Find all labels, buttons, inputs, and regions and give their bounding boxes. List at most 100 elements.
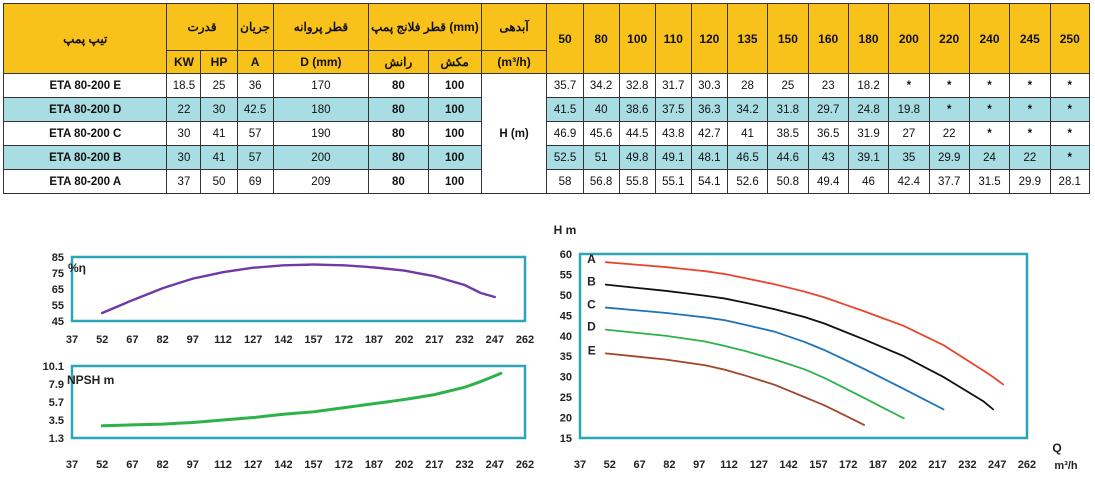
head-cell: 38.5: [767, 121, 809, 146]
head-cell: 31.7: [654, 73, 692, 98]
head-cell: 29.9: [928, 145, 970, 170]
x-tick-label: 52: [96, 459, 108, 471]
head-cell: 22: [1009, 145, 1051, 170]
head-cell: 29.9: [1009, 169, 1051, 194]
series-label: E: [588, 343, 596, 357]
model-cell: ETA 80-200 B: [2, 145, 168, 170]
x-tick-label: 202: [395, 459, 413, 471]
head-cell: *: [1049, 121, 1090, 146]
x-tick-label: 97: [187, 334, 199, 346]
x-tick-label: 127: [244, 459, 262, 471]
discharge-cell: 80: [368, 97, 429, 122]
head-cell: *: [1049, 73, 1090, 98]
x-tick-label: 172: [335, 459, 353, 471]
series-line-B: [604, 283, 995, 411]
head-label: H (m): [480, 73, 548, 194]
head-cell: 31.9: [847, 121, 890, 146]
impeller-cell: 209: [272, 169, 370, 194]
x-tick-label: 202: [899, 459, 917, 471]
series-line-s0: [101, 263, 496, 315]
y-tick-label: 50: [560, 290, 572, 302]
head-cell: 34.2: [726, 97, 769, 122]
y-tick-label: 55: [560, 269, 572, 281]
series-label: B: [587, 275, 596, 289]
header-flow-point: 120: [690, 3, 728, 74]
head-cell: 42.4: [888, 169, 930, 194]
kw-cell: 37: [166, 169, 202, 194]
current-cell: 57: [236, 145, 274, 170]
current-cell: 69: [236, 169, 274, 194]
x-tick-label: 127: [244, 334, 262, 346]
plot-frame: [70, 255, 527, 323]
x-tick-label: 157: [809, 459, 827, 471]
hp-cell: 41: [200, 145, 238, 170]
discharge-cell: 80: [368, 169, 429, 194]
head-cell: 32.8: [618, 73, 656, 98]
y-tick-label: 35: [560, 351, 572, 363]
head-cell: *: [1009, 121, 1051, 146]
head-cell: 46.5: [726, 145, 769, 170]
y-tick-label: 55: [52, 300, 64, 312]
x-tick-label: 217: [928, 459, 946, 471]
x-tick-label: 67: [126, 334, 138, 346]
impeller-cell: 190: [272, 121, 370, 146]
series-line-C: [604, 306, 945, 411]
suction-cell: 100: [427, 97, 482, 122]
header-flow-point: 50: [546, 3, 584, 74]
x-tick-label: 67: [633, 459, 645, 471]
series-line-A: [604, 261, 1005, 386]
x-tick-label: 142: [779, 459, 797, 471]
head-axis-label: H m: [554, 223, 577, 237]
header-dmm: D (mm): [272, 50, 370, 74]
y-tick-label: 10.1: [43, 361, 64, 373]
x-tick-label: 112: [214, 459, 232, 471]
head-cell: 49.1: [654, 145, 692, 170]
head-cell: 44.6: [767, 145, 809, 170]
table-row: ETA 80-200 C 30 41 57 190 80 100 46.9 45.6 44.5 43…: [2, 121, 1090, 146]
head-cell: *: [1049, 97, 1090, 122]
header-flow-point: 160: [807, 3, 849, 74]
y-tick-label: 25: [560, 392, 572, 404]
x-tick-label: 187: [869, 459, 887, 471]
header-flange: قطر فلانج پمپ (mm): [368, 3, 482, 51]
series-line-D: [604, 328, 905, 420]
header-suction: مکش: [427, 50, 482, 74]
x-tick-label: 82: [156, 334, 168, 346]
current-cell: 36: [236, 73, 274, 98]
y-tick-label: 5.7: [49, 397, 64, 409]
x-tick-label: 247: [486, 459, 504, 471]
head-cell: *: [968, 97, 1011, 122]
impeller-cell: 170: [272, 73, 370, 98]
current-cell: 42.5: [236, 97, 274, 122]
header-flow-point: 245: [1009, 3, 1051, 74]
impeller-cell: 200: [272, 145, 370, 170]
plot-frame: [578, 252, 1029, 440]
head-cell: 29.7: [807, 97, 849, 122]
head-cell: 31.5: [968, 169, 1011, 194]
x-tick-label: 172: [839, 459, 857, 471]
head-cell: *: [928, 97, 970, 122]
series-line-E: [604, 352, 865, 426]
head-cell: 39.1: [847, 145, 890, 170]
y-tick-label: 40: [560, 331, 572, 343]
head-cell: 31.8: [767, 97, 809, 122]
y-tick-label: 30: [560, 372, 572, 384]
x-tick-label: 232: [455, 334, 473, 346]
hp-cell: 50: [200, 169, 238, 194]
head-cell: 36.5: [807, 121, 849, 146]
y-tick-label: 1.3: [49, 433, 64, 445]
head-cell: *: [1009, 97, 1051, 122]
y-tick-label: 60: [560, 249, 572, 261]
x-tick-label: 202: [395, 334, 413, 346]
head-cell: 43: [807, 145, 849, 170]
x-tick-label: 82: [156, 459, 168, 471]
x-tick-label: 67: [126, 459, 138, 471]
x-tick-label: 247: [486, 334, 504, 346]
head-cell: 46.9: [546, 121, 584, 146]
y-tick-label: 7.9: [49, 379, 64, 391]
head-cell: 49.8: [618, 145, 656, 170]
x-tick-label: 247: [988, 459, 1006, 471]
header-hp: HP: [200, 50, 238, 74]
x-tick-label: 217: [425, 459, 443, 471]
